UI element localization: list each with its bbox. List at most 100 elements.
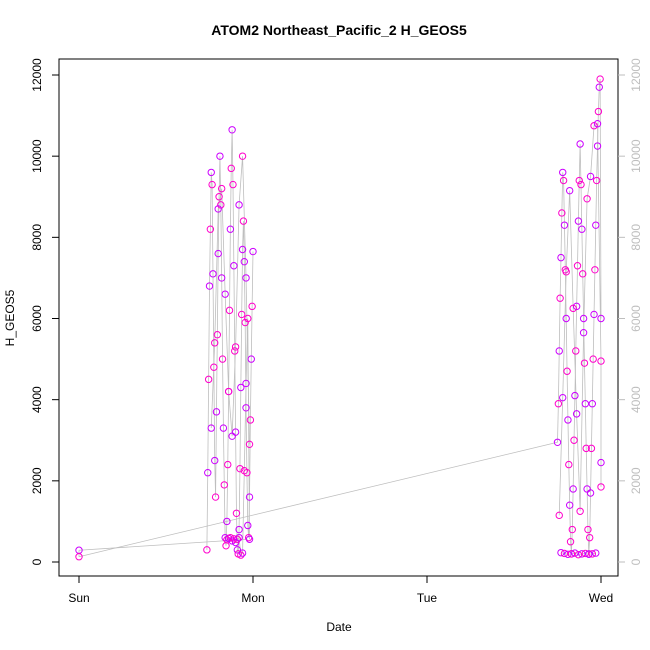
data-point bbox=[233, 546, 242, 554]
y-tick-label-right: 4000 bbox=[629, 386, 643, 413]
series-points bbox=[75, 75, 605, 561]
data-point bbox=[242, 379, 250, 388]
data-point bbox=[555, 347, 563, 355]
data-point bbox=[578, 550, 586, 558]
x-tick-label: Mon bbox=[241, 591, 264, 605]
data-point bbox=[238, 245, 247, 254]
data-point bbox=[221, 290, 229, 298]
y-tick-label-left: 0 bbox=[30, 558, 44, 565]
data-point bbox=[553, 438, 562, 446]
data-point bbox=[220, 481, 228, 489]
data-point bbox=[555, 511, 563, 520]
data-point bbox=[571, 391, 579, 400]
data-point bbox=[249, 247, 257, 256]
data-point bbox=[211, 339, 219, 347]
data-point bbox=[579, 314, 588, 323]
data-point bbox=[75, 553, 83, 561]
data-point bbox=[210, 363, 218, 371]
data-point bbox=[217, 201, 225, 209]
data-point bbox=[572, 410, 581, 418]
series-line-4 bbox=[557, 79, 602, 554]
data-point bbox=[587, 444, 596, 453]
data-point bbox=[242, 404, 250, 412]
data-point bbox=[237, 551, 245, 559]
data-point bbox=[572, 347, 580, 355]
data-point bbox=[562, 314, 570, 323]
connector-line-1 bbox=[78, 441, 558, 558]
data-point bbox=[579, 270, 587, 278]
data-point bbox=[582, 444, 590, 453]
data-point bbox=[565, 460, 573, 469]
data-point bbox=[594, 107, 603, 116]
data-point bbox=[205, 282, 214, 290]
y-tick-label-right: 2000 bbox=[629, 467, 643, 494]
data-point bbox=[217, 184, 226, 193]
data-point bbox=[583, 195, 591, 203]
data-point bbox=[237, 383, 245, 392]
y-tick-label-right: 10000 bbox=[629, 139, 643, 173]
data-point bbox=[245, 535, 254, 543]
data-point bbox=[239, 217, 248, 225]
data-point bbox=[228, 537, 236, 545]
data-point bbox=[232, 509, 241, 517]
data-point bbox=[241, 318, 249, 327]
plot-frame bbox=[58, 58, 619, 577]
data-point bbox=[203, 546, 211, 554]
data-point bbox=[584, 525, 592, 534]
data-point bbox=[576, 507, 584, 515]
y-tick-label-left: 2000 bbox=[30, 467, 44, 494]
data-point bbox=[580, 359, 589, 367]
data-point bbox=[218, 355, 227, 363]
data-point bbox=[597, 458, 605, 467]
x-axis-label: Date bbox=[326, 620, 352, 634]
data-point bbox=[230, 535, 238, 543]
data-point bbox=[231, 347, 239, 355]
data-point bbox=[595, 83, 603, 91]
data-point bbox=[592, 549, 600, 557]
data-point bbox=[596, 75, 604, 83]
data-point bbox=[558, 209, 566, 217]
data-point bbox=[597, 314, 605, 323]
data-point bbox=[240, 466, 249, 475]
data-point bbox=[211, 493, 220, 501]
data-point bbox=[554, 400, 563, 408]
data-point bbox=[238, 549, 247, 557]
data-point bbox=[227, 164, 235, 173]
data-point bbox=[574, 217, 583, 225]
y-tick-label-right: 12000 bbox=[629, 58, 643, 92]
data-point bbox=[212, 408, 221, 416]
data-point bbox=[588, 550, 596, 558]
data-point bbox=[214, 205, 222, 213]
data-point bbox=[240, 257, 249, 266]
data-point bbox=[214, 249, 222, 258]
data-point bbox=[223, 517, 231, 526]
data-point bbox=[204, 469, 212, 477]
data-point bbox=[224, 460, 232, 469]
data-point bbox=[565, 186, 574, 195]
data-point bbox=[571, 549, 579, 557]
y-tick-label-left: 4000 bbox=[30, 386, 44, 413]
data-point bbox=[236, 464, 244, 473]
data-point bbox=[207, 424, 215, 432]
data-point bbox=[590, 310, 598, 319]
data-point bbox=[562, 268, 570, 276]
data-point bbox=[597, 483, 605, 491]
data-point bbox=[557, 548, 565, 557]
data-point bbox=[574, 550, 583, 559]
data-point bbox=[219, 424, 228, 432]
data-point bbox=[589, 355, 597, 363]
series-line-5 bbox=[558, 123, 602, 516]
x-tick-label: Sun bbox=[68, 591, 89, 605]
data-point bbox=[224, 387, 233, 396]
data-point bbox=[575, 176, 583, 185]
data-point bbox=[585, 550, 593, 558]
data-point bbox=[564, 550, 572, 558]
data-point bbox=[244, 533, 253, 542]
data-point bbox=[576, 140, 584, 148]
data-point bbox=[228, 432, 236, 440]
data-point bbox=[568, 525, 576, 534]
y-axis-label: H_GEOS5 bbox=[3, 289, 17, 346]
data-point bbox=[230, 262, 238, 270]
series-line-2 bbox=[210, 156, 250, 445]
